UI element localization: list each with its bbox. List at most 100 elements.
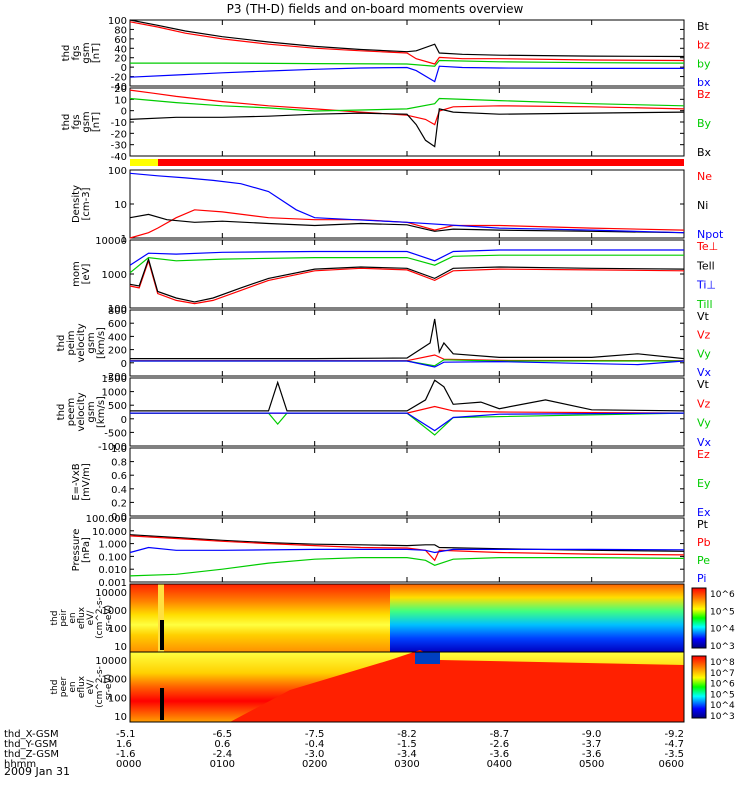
ephemeris-value: -8.2: [397, 729, 417, 740]
ephemeris-row-label: thd_X-GSM: [4, 729, 59, 740]
y-tick-label: 1.000: [98, 540, 127, 551]
y-axis-label: eflux: [77, 675, 87, 698]
legend-Ni: Ni: [697, 199, 708, 212]
y-axis-label: peem: [66, 398, 77, 426]
legend-Vt: Vt: [697, 378, 710, 391]
y-tick-label: -200: [104, 372, 127, 383]
y-tick-label: 100: [108, 16, 127, 27]
y-tick-label: 60: [114, 35, 127, 46]
series-line-Ne: [129, 209, 685, 239]
ephemeris-value: 0500: [579, 759, 604, 770]
colorbar-label: 10^8: [710, 658, 735, 668]
y-tick-label: 10.000: [92, 527, 127, 538]
panel-frame: [129, 87, 685, 157]
panel-frame: [129, 377, 685, 447]
y-axis-label: eV/: [86, 679, 96, 695]
heatmap-ion-early: [130, 584, 390, 652]
ephemeris-row-label: hhmm: [4, 759, 36, 770]
y-tick-label: 100: [108, 693, 127, 704]
legend-Vx: Vx: [697, 436, 712, 449]
ephemeris-value: -3.4: [397, 749, 417, 760]
y-tick-label: 1000: [102, 270, 127, 281]
y-tick-label: 20: [114, 54, 127, 65]
series-line-Vx: [130, 360, 685, 368]
y-tick-label: 0.010: [98, 565, 127, 576]
legend-Vy: Vy: [697, 417, 711, 430]
y-tick-label: 10: [114, 95, 127, 106]
y-axis-label: peir: [59, 609, 69, 627]
legend-Tell: Tell: [696, 259, 715, 272]
ephemeris-value: -3.6: [490, 749, 510, 760]
legend-Pi: Pi: [697, 572, 706, 585]
y-axis-label: [km/s]: [96, 327, 107, 359]
colorbar-label: 10^6: [710, 590, 735, 600]
colorbar-label: 10^5: [710, 607, 735, 617]
series-line-Bt: [129, 19, 685, 58]
ephemeris-value: -7.5: [305, 729, 325, 740]
series-line-Vx: [130, 412, 685, 432]
status-bar-red: [158, 159, 684, 166]
series-line-Bz: [129, 89, 685, 126]
ephemeris-value: -3.6: [582, 749, 602, 760]
page-title: P3 (TH-D) fields and on-board moments ov…: [227, 2, 524, 16]
legend-Vz: Vz: [697, 397, 711, 410]
panel-frame: [129, 447, 685, 517]
y-tick-label: -30: [111, 141, 127, 152]
series-line-Pt: [129, 534, 685, 552]
legend-Bx: Bx: [697, 146, 712, 159]
series-line-Ni: [129, 213, 685, 234]
y-axis-label: [km/s]: [96, 396, 107, 428]
series-line-Tell: [129, 257, 685, 303]
y-axis-label: mom: [71, 261, 82, 287]
y-axis-label: gsm: [86, 332, 97, 353]
y-tick-label: -20: [111, 73, 127, 84]
status-bar-yellow: [130, 159, 158, 166]
y-tick-label: 100: [108, 166, 127, 177]
ephemeris-row-label: thd_Y-GSM: [4, 739, 57, 750]
y-tick-label: 80: [114, 25, 127, 36]
ephemeris-value: 0200: [302, 759, 327, 770]
colorbar-label: 10^4: [710, 625, 735, 635]
y-tick-label: 0: [121, 63, 127, 74]
colorbar-label: 10^7: [710, 669, 735, 679]
series-line-bx: [129, 65, 684, 83]
y-tick-label: 0.001: [98, 578, 127, 589]
ephemeris-value: -0.4: [305, 739, 325, 750]
legend-Ti⊥: Ti⊥: [696, 279, 716, 292]
ephemeris-value: -6.5: [213, 729, 233, 740]
y-tick-label: 1000: [102, 675, 127, 686]
legend-bx: bx: [697, 76, 711, 89]
y-tick-label: 10: [114, 712, 127, 723]
y-tick-label: -10: [111, 118, 127, 129]
y-tick-label: 40: [114, 44, 127, 55]
y-tick-label: 100.000: [86, 514, 127, 525]
heatmap-electron-band: [130, 650, 684, 722]
y-axis-label: gsm: [81, 42, 92, 63]
ephemeris-value: -9.0: [582, 729, 602, 740]
y-axis-label: gsm: [86, 401, 97, 422]
y-tick-label: 400: [108, 332, 127, 343]
spectrogram-1: 10000 1000 100 10 thd peir en eflux eV/(cm^2-s-s…: [50, 583, 735, 653]
y-tick-label: 600: [108, 319, 127, 330]
ephemeris-value: -1.5: [397, 739, 417, 750]
series-line-Pi: [129, 546, 685, 554]
y-tick-label: 0.6: [111, 471, 127, 482]
y-tick-label: 0.100: [98, 552, 127, 563]
colorbar-label: 10^3: [710, 642, 735, 652]
legend-by: by: [697, 57, 711, 70]
y-tick-label: 10000: [95, 236, 127, 247]
y-tick-label: -40: [111, 82, 127, 93]
series-line-Vt: [130, 379, 685, 412]
panel-5: 800 600 400 200 0 -200 thd peim velocity gsm [km/s…: [56, 306, 712, 383]
legend-Ex: Ex: [697, 506, 711, 519]
ephemeris-value: -4.7: [664, 739, 684, 750]
y-axis-label: thd: [61, 45, 72, 62]
y-tick-label: 10: [114, 200, 127, 211]
y-tick-label: 0.0: [111, 512, 127, 523]
legend-Vx: Vx: [697, 366, 712, 379]
